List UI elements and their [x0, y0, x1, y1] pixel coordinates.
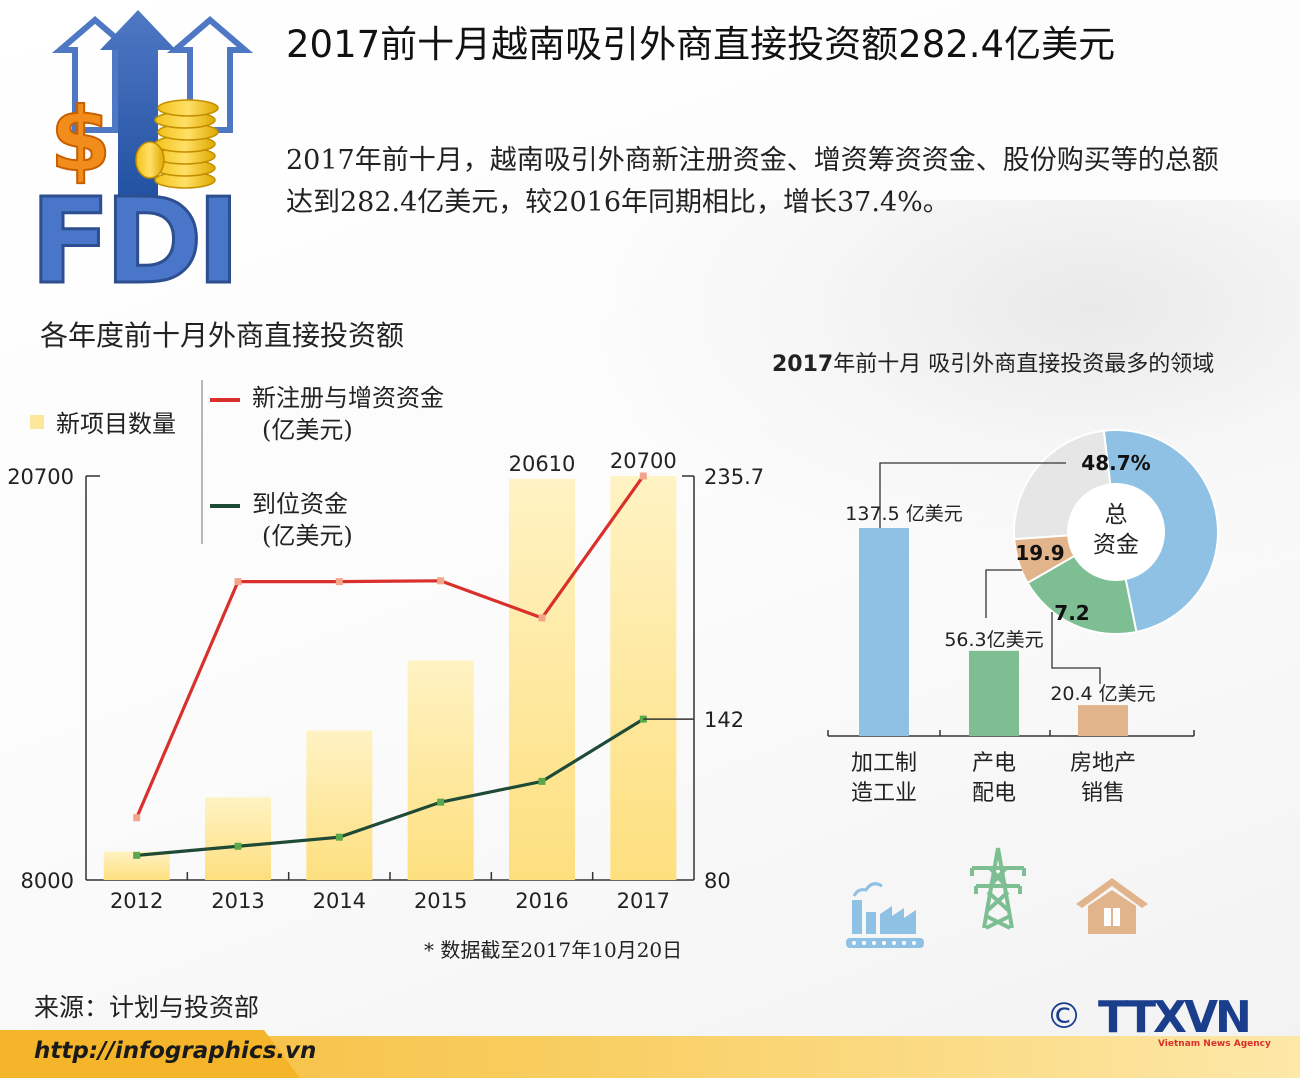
svg-text:$: $: [50, 88, 111, 191]
disbursed-capital-point-2015: [437, 798, 445, 806]
x-axis-label-2013: 2013: [211, 889, 264, 913]
legend-registered-capital-unit: (亿美元): [262, 416, 353, 444]
x-axis-label-2016: 2016: [515, 889, 568, 913]
x-axis-label-2014: 2014: [313, 889, 366, 913]
donut-slice-1: [1026, 554, 1138, 635]
donut-hole: [1069, 485, 1163, 579]
leader-line-manufacturing: [879, 462, 1066, 528]
donut-slice-label: 19.9: [1015, 541, 1064, 565]
registered-capital-point-2014: [335, 578, 343, 586]
right-axis-label: 235.7: [704, 465, 764, 489]
fdi-logo-text: FDI: [30, 172, 234, 290]
disbursed-capital-point-2014: [335, 833, 343, 841]
chart-title-yearly: 各年度前十月外商直接投资额: [40, 319, 405, 352]
sector-category-label: 配电: [972, 781, 1016, 806]
footnote: * 数据截至2017年10月20日: [424, 938, 683, 962]
chart-title-sectors-text: 年前十月 吸引外商直接投资最多的领域: [833, 352, 1215, 377]
registered-capital-point-2012: [133, 814, 141, 822]
footer-url-background: [0, 1030, 300, 1078]
ttxvn-logo: © TTXVN Vietnam News Agency: [1046, 992, 1271, 1049]
sector-bar-data-label: 20.4 亿美元: [1050, 683, 1155, 705]
x-axis-label-2017: 2017: [617, 889, 670, 913]
registered-capital-point-2016: [538, 614, 546, 622]
registered-capital-point-2015: [437, 577, 445, 585]
legend-new-projects-label: 新项目数量: [56, 410, 176, 438]
registered-capital-point-2017: [639, 472, 647, 480]
legend-divider: [201, 380, 203, 544]
right-axis-label: 80: [704, 869, 731, 893]
legend-disbursed-capital-label: 到位资金: [252, 490, 348, 518]
sector-bar-data-label: 56.3亿美元: [944, 629, 1043, 651]
disbursed-capital-point-2012: [133, 851, 141, 859]
page-title: 2017前十月越南吸引外商直接投资额282.4亿美元: [286, 23, 1116, 66]
donut-slice-label: 48.7%: [1081, 451, 1150, 475]
power-tower-icon: [970, 847, 1026, 930]
sector-bar-0: [859, 528, 909, 736]
legend-disbursed-capital-unit: (亿美元): [262, 522, 353, 550]
ttxvn-logo-text: TTXVN: [1098, 992, 1249, 1043]
bar-new-projects-2014: [306, 730, 373, 880]
chart-title-sectors: 2017年前十月 吸引外商直接投资最多的领域: [772, 346, 1214, 378]
bar-new-projects-2016: [509, 478, 575, 880]
chart-title-sectors-year: 2017: [772, 352, 834, 377]
footer-url-link[interactable]: http://infographics.vn: [34, 1038, 317, 1064]
legend-red-line-swatch: [210, 397, 240, 402]
disbursed-capital-point-2016: [538, 777, 546, 785]
legend-registered-capital-label: 新注册与增资资金: [252, 384, 444, 412]
sector-bar-1: [969, 650, 1019, 736]
legend-green-line-swatch: [210, 503, 240, 508]
legend-bar-swatch: [30, 414, 44, 429]
sector-bar-data-label: 137.5 亿美元: [845, 503, 962, 525]
bar-new-projects-2017: [610, 476, 677, 880]
legend-new-projects: 新项目数量: [30, 404, 176, 439]
sector-category-label: 造工业: [851, 781, 917, 806]
right-axis-label: 142: [704, 708, 744, 732]
bar-data-label: 20700: [610, 449, 677, 473]
source-text: 来源：计划与投资部: [34, 993, 260, 1022]
legend-registered-capital: 新注册与增资资金 (亿美元): [210, 382, 444, 446]
registered-capital-line: [135, 475, 645, 819]
bar-new-projects-2013: [205, 797, 271, 880]
copyright-symbol: ©: [1046, 996, 1082, 1037]
x-axis-label-2012: 2012: [110, 889, 163, 913]
sector-category-label: 房地产: [1070, 751, 1136, 776]
sector-bar-2: [1078, 705, 1128, 736]
sector-category-label: 销售: [1081, 781, 1125, 806]
leader-line-real-estate: [1051, 612, 1101, 684]
disbursed-capital-point-2013: [234, 842, 242, 850]
ttxvn-logo-subtitle: Vietnam News Agency: [1158, 1039, 1271, 1049]
legend-disbursed-capital: 到位资金 (亿美元): [210, 488, 353, 552]
sector-category-label: 产电: [972, 751, 1016, 776]
donut-slice-label: 7.2: [1054, 601, 1089, 625]
left-axis-label-max: 20700: [7, 465, 74, 489]
sector-category-label: 加工制: [851, 751, 917, 776]
bar-data-label: 20610: [509, 452, 576, 476]
donut-center-label: 总: [1105, 502, 1128, 528]
donut-slice-3: [1013, 429, 1112, 541]
x-axis-label-2015: 2015: [414, 889, 467, 913]
registered-capital-point-2013: [234, 578, 242, 586]
leader-line-power: [985, 569, 1022, 618]
disbursed-capital-line: [136, 717, 645, 857]
donut-slice-0: [1102, 429, 1219, 634]
charts-canvas: 8000 20700 80 142 235.7 20610 20700 2012 2013 201…: [7, 429, 1219, 913]
factory-icon: [846, 882, 924, 948]
bar-new-projects-2015: [407, 660, 474, 880]
fdi-logo: $ FDI: [29, 10, 254, 290]
left-axis-label-min: 8000: [21, 869, 74, 893]
house-icon: [1076, 878, 1148, 934]
donut-center-label: 资金: [1093, 532, 1139, 558]
intro-text: 2017年前十月，越南吸引外商新注册资金、增资筹资资金、股份购买等的总额达到28…: [286, 145, 1219, 218]
